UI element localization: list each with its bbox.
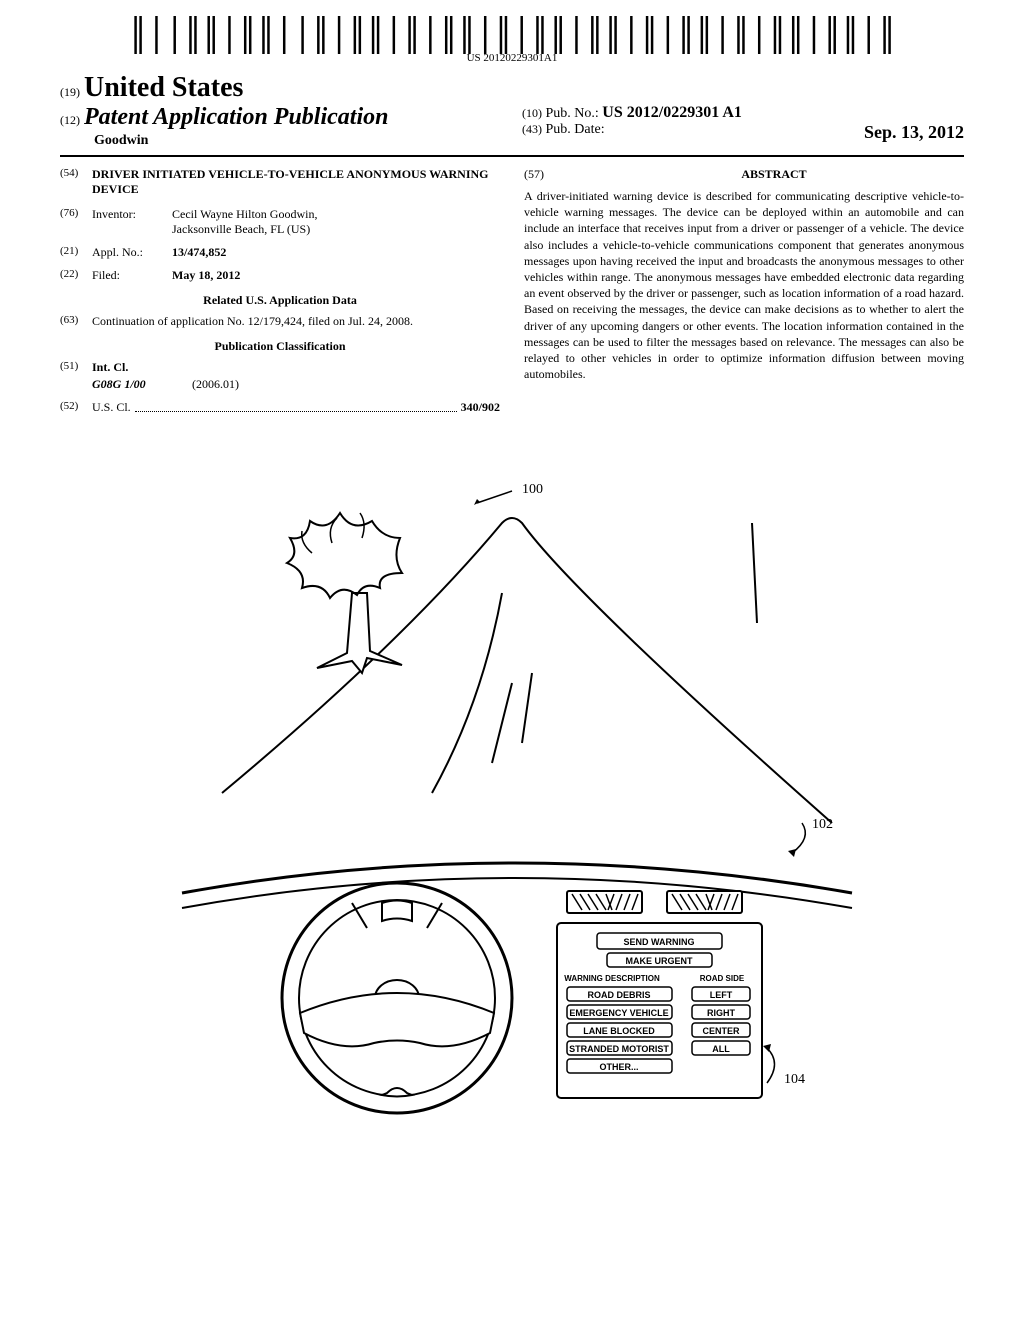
code-76: (76) bbox=[60, 207, 92, 237]
applno-label: Appl. No.: bbox=[92, 245, 172, 260]
pubno-label: Pub. No.: bbox=[546, 106, 599, 121]
ref-arrow-102 bbox=[788, 849, 796, 857]
vent-left bbox=[567, 891, 642, 913]
patent-figure: 100 102 bbox=[152, 443, 872, 1143]
stranded-motorist-label: STRANDED MOTORIST bbox=[569, 1044, 669, 1054]
intcl-label: Int. Cl. bbox=[92, 360, 500, 375]
control-panel: SEND WARNING MAKE URGENT WARNING DESCRIP… bbox=[557, 923, 762, 1098]
bibliographic-columns: (54) DRIVER INITIATED VEHICLE-TO-VEHICLE… bbox=[60, 167, 964, 423]
uscl-label: U.S. Cl. bbox=[92, 400, 131, 415]
ref-line-104 bbox=[767, 1048, 775, 1083]
code-43: (43) bbox=[522, 122, 542, 136]
road-side-header: ROAD SIDE bbox=[700, 974, 745, 983]
road-lane-mid1 bbox=[492, 683, 512, 763]
publication-type: Patent Application Publication bbox=[84, 104, 388, 131]
document-header: (19) United States (12) Patent Applicati… bbox=[60, 72, 964, 149]
make-urgent-label: MAKE URGENT bbox=[626, 956, 694, 966]
code-21: (21) bbox=[60, 245, 92, 260]
author-surname: Goodwin bbox=[94, 133, 502, 149]
road-lane-mid2 bbox=[522, 673, 532, 743]
uscl-dots bbox=[135, 400, 457, 412]
ref-102: 102 bbox=[812, 817, 833, 832]
code-63: (63) bbox=[60, 314, 92, 329]
dashboard-edge bbox=[182, 878, 852, 908]
filed-date: May 18, 2012 bbox=[172, 268, 500, 283]
left-label: LEFT bbox=[710, 990, 733, 1000]
publication-date: Sep. 13, 2012 bbox=[864, 122, 964, 143]
send-warning-label: SEND WARNING bbox=[623, 937, 694, 947]
ref-104: 104 bbox=[784, 1072, 805, 1087]
emergency-vehicle-label: EMERGENCY VEHICLE bbox=[569, 1008, 668, 1018]
invention-title: DRIVER INITIATED VEHICLE-TO-VEHICLE ANON… bbox=[92, 167, 500, 197]
right-column: (57) ABSTRACT A driver-initiated warning… bbox=[524, 167, 964, 423]
figure-area: 100 102 bbox=[60, 443, 964, 1147]
all-label: ALL bbox=[712, 1044, 730, 1054]
ref-line-102 bbox=[792, 823, 805, 853]
inventor-label: Inventor: bbox=[92, 207, 172, 237]
pub-classification-heading: Publication Classification bbox=[60, 339, 500, 354]
warning-desc-header: WARNING DESCRIPTION bbox=[564, 974, 660, 983]
barcode-graphic: ║││║║│║║││║│║║│║│║║│║│║║│║║│║│║║│║│║║│║║… bbox=[128, 20, 895, 50]
ref-line-100 bbox=[477, 491, 512, 503]
code-22: (22) bbox=[60, 268, 92, 283]
code-52: (52) bbox=[60, 400, 92, 415]
ref-arrow-100 bbox=[474, 499, 480, 505]
intcl-date: (2006.01) bbox=[192, 377, 239, 392]
code-19: (19) bbox=[60, 85, 80, 100]
inventor-location: Jacksonville Beach, FL (US) bbox=[172, 222, 310, 236]
road-lane-right bbox=[752, 523, 757, 623]
header-divider bbox=[60, 155, 964, 157]
right-label: RIGHT bbox=[707, 1008, 736, 1018]
road-debris-label: ROAD DEBRIS bbox=[587, 990, 650, 1000]
uscl-value: 340/902 bbox=[461, 400, 500, 415]
center-label: CENTER bbox=[702, 1026, 740, 1036]
related-data-heading: Related U.S. Application Data bbox=[60, 293, 500, 308]
ref-100: 100 bbox=[522, 482, 543, 497]
abstract-heading: ABSTRACT bbox=[584, 167, 964, 182]
pubdate-label: Pub. Date: bbox=[546, 122, 605, 137]
continuation-text: Continuation of application No. 12/179,4… bbox=[92, 314, 500, 329]
publication-number: US 2012/0229301 A1 bbox=[602, 104, 742, 121]
steering-wheel bbox=[282, 883, 512, 1113]
intcl-code: G08G 1/00 bbox=[92, 377, 192, 392]
code-57: (57) bbox=[524, 167, 544, 188]
left-column: (54) DRIVER INITIATED VEHICLE-TO-VEHICLE… bbox=[60, 167, 500, 423]
filed-label: Filed: bbox=[92, 268, 172, 283]
code-51: (51) bbox=[60, 360, 92, 375]
road-lane-left bbox=[432, 593, 502, 793]
other-label: OTHER... bbox=[599, 1062, 638, 1072]
abstract-text: A driver-initiated warning device is des… bbox=[524, 188, 964, 382]
application-number: 13/474,852 bbox=[172, 245, 500, 260]
code-10: (10) bbox=[522, 106, 542, 120]
country-title: United States bbox=[84, 72, 243, 104]
inventor-name: Cecil Wayne Hilton Goodwin bbox=[172, 207, 314, 221]
code-54: (54) bbox=[60, 167, 92, 197]
lane-blocked-label: LANE BLOCKED bbox=[583, 1026, 655, 1036]
code-12: (12) bbox=[60, 113, 80, 128]
vent-right bbox=[667, 891, 742, 913]
barcode-area: ║││║║│║║││║│║║│║│║║│║│║║│║║│║│║║│║│║║│║║… bbox=[60, 20, 964, 64]
